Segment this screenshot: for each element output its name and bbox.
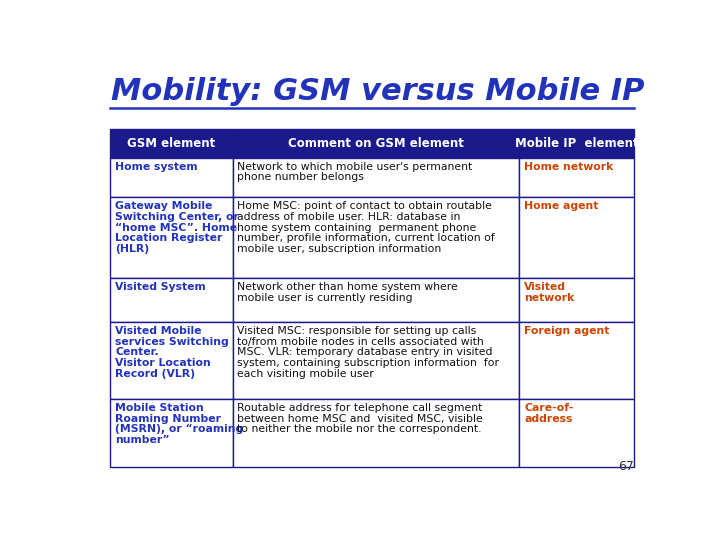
Bar bbox=[518, 278, 634, 322]
Bar bbox=[109, 197, 233, 278]
Text: GSM element: GSM element bbox=[127, 137, 215, 150]
Text: address: address bbox=[524, 414, 572, 423]
Text: (MSRN), or “roaming: (MSRN), or “roaming bbox=[115, 424, 243, 434]
Bar bbox=[233, 322, 518, 399]
Text: Visited Mobile: Visited Mobile bbox=[115, 326, 202, 336]
Text: number”: number” bbox=[115, 435, 170, 445]
Text: Visited: Visited bbox=[524, 282, 566, 292]
Text: Network other than home system where: Network other than home system where bbox=[238, 282, 458, 292]
Text: Network to which mobile user's permanent: Network to which mobile user's permanent bbox=[238, 161, 472, 172]
Bar bbox=[233, 158, 518, 197]
Text: Mobility: GSM versus Mobile IP: Mobility: GSM versus Mobile IP bbox=[111, 77, 644, 106]
Text: to/from mobile nodes in cells associated with: to/from mobile nodes in cells associated… bbox=[238, 336, 484, 347]
Text: phone number belongs: phone number belongs bbox=[238, 172, 364, 183]
Text: Record (VLR): Record (VLR) bbox=[115, 369, 195, 379]
Text: Visited System: Visited System bbox=[115, 282, 206, 292]
Text: (HLR): (HLR) bbox=[115, 244, 149, 254]
Bar bbox=[518, 322, 634, 399]
Text: system, containing subscription information  for: system, containing subscription informat… bbox=[238, 358, 499, 368]
Text: Roaming Number: Roaming Number bbox=[115, 414, 221, 423]
Bar bbox=[518, 399, 634, 467]
Bar bbox=[109, 158, 233, 197]
Bar bbox=[109, 399, 233, 467]
Text: number, profile information, current location of: number, profile information, current loc… bbox=[238, 233, 495, 243]
Text: Home MSC: point of contact to obtain routable: Home MSC: point of contact to obtain rou… bbox=[238, 201, 492, 211]
Bar bbox=[518, 158, 634, 197]
Bar bbox=[233, 129, 518, 158]
Text: “home MSC”. Home: “home MSC”. Home bbox=[115, 222, 237, 233]
Text: Comment on GSM element: Comment on GSM element bbox=[288, 137, 464, 150]
Text: MSC. VLR: temporary database entry in visited: MSC. VLR: temporary database entry in vi… bbox=[238, 347, 492, 357]
Text: between home MSC and  visited MSC, visible: between home MSC and visited MSC, visibl… bbox=[238, 414, 483, 423]
Bar bbox=[109, 278, 233, 322]
Bar bbox=[518, 197, 634, 278]
Text: mobile user, subscription information: mobile user, subscription information bbox=[238, 244, 441, 254]
Text: Switching Center, or: Switching Center, or bbox=[115, 212, 239, 222]
Text: Foreign agent: Foreign agent bbox=[524, 326, 610, 336]
Text: Visited MSC: responsible for setting up calls: Visited MSC: responsible for setting up … bbox=[238, 326, 477, 336]
Text: to neither the mobile nor the correspondent.: to neither the mobile nor the correspond… bbox=[238, 424, 482, 434]
Text: address of mobile user. HLR: database in: address of mobile user. HLR: database in bbox=[238, 212, 461, 222]
Bar bbox=[233, 197, 518, 278]
Text: mobile user is currently residing: mobile user is currently residing bbox=[238, 293, 413, 303]
Text: Location Register: Location Register bbox=[115, 233, 222, 243]
Bar bbox=[233, 278, 518, 322]
Text: services Switching: services Switching bbox=[115, 336, 229, 347]
Text: Gateway Mobile: Gateway Mobile bbox=[115, 201, 212, 211]
Text: Care-of-: Care-of- bbox=[524, 403, 574, 413]
Text: Visitor Location: Visitor Location bbox=[115, 358, 211, 368]
Text: Home network: Home network bbox=[524, 161, 613, 172]
Bar bbox=[233, 399, 518, 467]
Text: 67: 67 bbox=[618, 460, 634, 473]
Text: Mobile Station: Mobile Station bbox=[115, 403, 204, 413]
Text: network: network bbox=[524, 293, 575, 303]
Text: each visiting mobile user: each visiting mobile user bbox=[238, 369, 374, 379]
Text: Mobile IP  element: Mobile IP element bbox=[515, 137, 638, 150]
Text: Home system: Home system bbox=[115, 161, 198, 172]
Text: Routable address for telephone call segment: Routable address for telephone call segm… bbox=[238, 403, 482, 413]
Bar bbox=[109, 129, 233, 158]
Text: home system containing  permanent phone: home system containing permanent phone bbox=[238, 222, 477, 233]
Bar bbox=[109, 322, 233, 399]
Bar bbox=[518, 129, 634, 158]
Text: Home agent: Home agent bbox=[524, 201, 598, 211]
Text: Center.: Center. bbox=[115, 347, 159, 357]
